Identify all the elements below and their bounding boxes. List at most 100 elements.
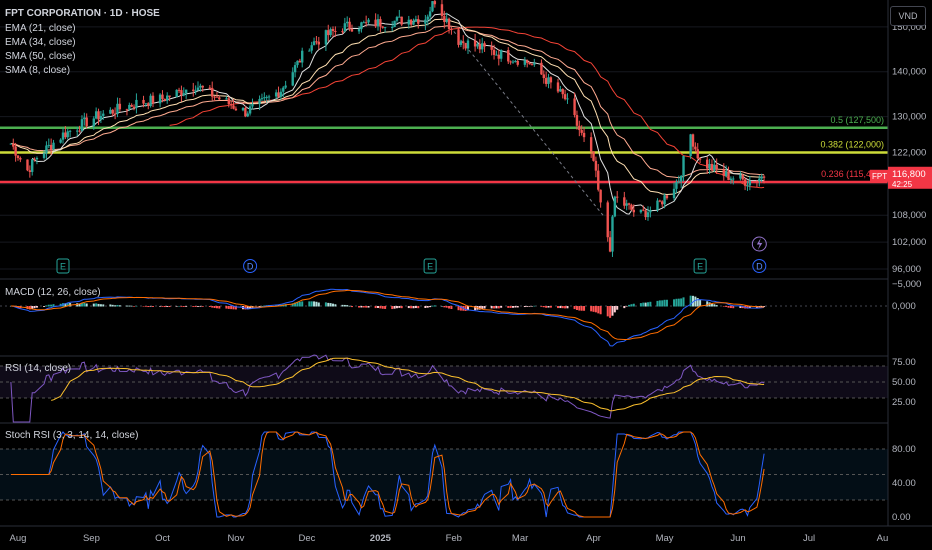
event-marker-label: E [60, 262, 66, 272]
macd-histogram-bar [443, 306, 446, 308]
macd-histogram-bar [429, 306, 432, 308]
macd-histogram-bar [381, 306, 384, 309]
candle-body [357, 29, 361, 32]
candle-body [722, 169, 725, 177]
candle-body [732, 178, 735, 180]
macd-histogram-bar [677, 298, 680, 307]
candle-body [364, 22, 368, 24]
rsi-tick-label: 50.00 [892, 377, 916, 388]
macd-histogram-bar [599, 306, 602, 315]
macd-histogram-bar [478, 306, 481, 310]
candle-body [457, 29, 460, 45]
macd-histogram-bar [199, 306, 202, 307]
candle-body [691, 134, 695, 147]
macd-histogram-bar [623, 306, 626, 309]
candle-body [708, 164, 711, 169]
last-price-countdown: 42:25 [892, 180, 913, 189]
candle-body [279, 91, 283, 97]
macd-histogram-bar [426, 306, 429, 308]
candle-body [28, 170, 32, 172]
candle-body [284, 85, 287, 88]
candle-body [400, 16, 403, 25]
macd-histogram-bar [658, 300, 661, 307]
candle-body [755, 180, 759, 182]
macd-histogram-bar [715, 305, 718, 307]
macd-histogram-bar [597, 306, 600, 314]
last-price-value: 116,800 [892, 169, 926, 180]
symbol-tag-label: FPT [872, 172, 887, 181]
candle-body [232, 105, 235, 109]
candle-body [445, 18, 448, 22]
sma50-line [169, 26, 765, 189]
macd-histogram-bar [52, 304, 55, 307]
macd-histogram-bar [450, 306, 453, 310]
macd-histogram-bar [66, 303, 69, 307]
macd-histogram-bar [144, 306, 147, 307]
macd-histogram-bar [175, 306, 178, 307]
macd-histogram-bar [578, 306, 581, 311]
candle-body [315, 41, 318, 43]
macd-histogram-bar [232, 306, 235, 310]
macd-histogram-bar [135, 305, 138, 307]
candle-body [627, 203, 631, 205]
candle-body [68, 130, 72, 132]
macd-histogram-bar [128, 305, 131, 307]
macd-histogram-bar [661, 300, 664, 307]
candle-body [201, 85, 204, 88]
macd-histogram-bar [215, 306, 218, 309]
candle-body [656, 200, 659, 211]
candle-body [334, 31, 337, 33]
candle-body [391, 27, 394, 29]
candle-body [199, 85, 202, 88]
macd-histogram-bar [258, 306, 261, 308]
candle-body [166, 95, 169, 101]
macd-histogram-bar [308, 301, 311, 307]
chart-title: FPT CORPORATION · 1D · HOSE [5, 8, 160, 19]
candle-body [528, 62, 531, 65]
candle-body [296, 60, 299, 66]
candle-body [424, 19, 427, 24]
macd-histogram-bar [324, 302, 327, 307]
candle-body [182, 93, 185, 96]
macd-histogram-bar [630, 304, 633, 307]
macd-histogram-bar [739, 306, 742, 308]
candle-body [341, 31, 344, 33]
macd-histogram-bar [530, 306, 533, 307]
macd-histogram-bar [246, 306, 249, 310]
candle-body [509, 61, 512, 63]
currency-button[interactable]: VND [890, 6, 926, 26]
macd-histogram-bar [609, 306, 612, 318]
candle-body [606, 202, 609, 238]
macd-histogram-bar [746, 306, 749, 309]
candle-body [118, 103, 122, 110]
macd-histogram-bar [713, 304, 716, 307]
event-marker-label: D [247, 262, 254, 272]
candle-body [343, 23, 347, 32]
candle-body [530, 64, 534, 66]
candle-body [523, 60, 527, 65]
macd-histogram-bar [208, 306, 211, 307]
macd-histogram-bar [509, 306, 512, 308]
candles [9, 0, 766, 257]
candle-body [526, 60, 529, 63]
candle-body [661, 201, 664, 205]
macd-histogram-bar [682, 297, 685, 307]
candle-body [78, 130, 81, 132]
candle-body [374, 19, 377, 27]
candle-body [265, 96, 268, 98]
macd-histogram-bar [201, 306, 204, 307]
macd-histogram-bar [680, 298, 683, 307]
macd-histogram-bar [83, 302, 86, 307]
candle-body [312, 41, 316, 46]
candle-body [12, 143, 15, 147]
macd-histogram-bar [545, 306, 548, 308]
candle-body [758, 178, 761, 182]
candle-body [698, 158, 702, 160]
time-tick-label: Aug [10, 533, 27, 544]
candle-body [177, 89, 181, 91]
candle-body [597, 170, 600, 190]
macd-histogram-bar [583, 306, 586, 311]
candle-body [706, 159, 709, 169]
